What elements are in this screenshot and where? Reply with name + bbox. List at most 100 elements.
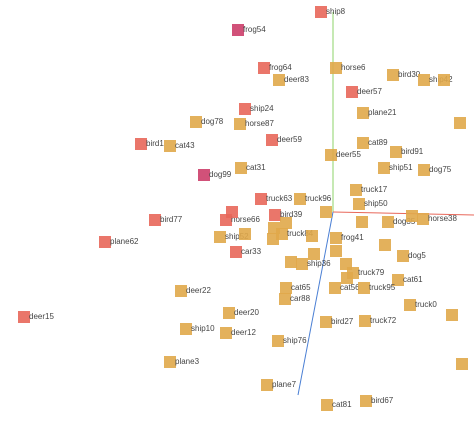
point: [268, 222, 280, 234]
point: [330, 245, 342, 257]
point-label: bird1: [146, 139, 164, 148]
point: [320, 316, 332, 328]
point: [296, 258, 308, 270]
point: [456, 358, 468, 370]
point: [235, 162, 247, 174]
point: [272, 335, 284, 347]
point: [397, 250, 409, 262]
point: [330, 62, 342, 74]
point: [418, 164, 430, 176]
point: [285, 256, 297, 268]
point: [325, 149, 337, 161]
point: [198, 169, 210, 181]
point-label: cat31: [246, 163, 266, 172]
point: [220, 327, 232, 339]
point: [320, 206, 332, 218]
point-label: horse6: [341, 63, 366, 72]
point: [308, 248, 320, 260]
point: [360, 395, 372, 407]
point-label: bird77: [160, 215, 183, 224]
point: [164, 356, 176, 368]
point-label: horse87: [245, 119, 274, 128]
point: [239, 228, 251, 240]
point: [164, 140, 176, 152]
point-label: plane7: [272, 380, 297, 389]
point-label: truck0: [415, 300, 437, 309]
point: [18, 311, 30, 323]
point-label: cat81: [332, 400, 352, 409]
point-label: deer20: [234, 308, 259, 317]
point-label: truck84: [287, 229, 314, 238]
point-label: bird30: [398, 70, 421, 79]
point-label: deer15: [29, 312, 54, 321]
point: [341, 272, 353, 284]
axis-x: [332, 211, 474, 216]
point: [279, 293, 291, 305]
point-label: ship24: [250, 104, 274, 113]
point-label: cat65: [291, 283, 311, 292]
point: [190, 116, 202, 128]
point: [357, 107, 369, 119]
point: [454, 117, 466, 129]
point: [446, 309, 458, 321]
point: [417, 213, 429, 225]
point: [357, 137, 369, 149]
point: [382, 216, 394, 228]
point-label: truck63: [266, 194, 293, 203]
point-label: ship51: [389, 163, 413, 172]
point-label: car33: [241, 247, 262, 256]
point-label: dog99: [209, 170, 232, 179]
point: [230, 246, 242, 258]
point-label: ship10: [191, 324, 215, 333]
point-label: ship52: [225, 232, 249, 241]
point-label: dog78: [201, 117, 224, 126]
point: [226, 206, 238, 218]
point-label: truck96: [305, 194, 332, 203]
point-label: ship36: [307, 259, 331, 268]
point: [266, 134, 278, 146]
point-label: deer57: [357, 87, 382, 96]
point-label: bird39: [280, 210, 303, 219]
point-label: ship76: [283, 336, 307, 345]
point-label: deer55: [336, 150, 361, 159]
point: [330, 232, 342, 244]
point: [358, 282, 370, 294]
point: [232, 24, 244, 36]
point-label: cat61: [403, 275, 423, 284]
point: [378, 162, 390, 174]
point-label: dog75: [429, 165, 452, 174]
point: [267, 233, 279, 245]
point: [261, 379, 273, 391]
point: [390, 146, 402, 158]
point: [404, 299, 416, 311]
point: [99, 236, 111, 248]
point: [273, 74, 285, 86]
point-label: horse38: [428, 214, 457, 223]
point-label: deer83: [284, 75, 309, 84]
point-label: deer12: [231, 328, 256, 337]
point-label: cat43: [175, 141, 195, 150]
point: [418, 74, 430, 86]
point: [180, 323, 192, 335]
point: [387, 69, 399, 81]
point-label: ship8: [326, 7, 346, 16]
point-label: deer22: [186, 286, 211, 295]
point: [353, 198, 365, 210]
point: [234, 118, 246, 130]
point-label: truck17: [361, 185, 388, 194]
point-label: bird27: [331, 317, 354, 326]
point: [280, 217, 292, 229]
point-label: frog41: [341, 233, 364, 242]
point-label: ship50: [364, 199, 388, 208]
point-label: car88: [290, 294, 311, 303]
point: [315, 6, 327, 18]
point-label: bird67: [371, 396, 394, 405]
point: [280, 282, 292, 294]
point: [135, 138, 147, 150]
point-label: truck79: [358, 268, 385, 277]
point: [223, 307, 235, 319]
point-label: frog64: [269, 63, 292, 72]
point: [340, 258, 352, 270]
point: [356, 216, 368, 228]
